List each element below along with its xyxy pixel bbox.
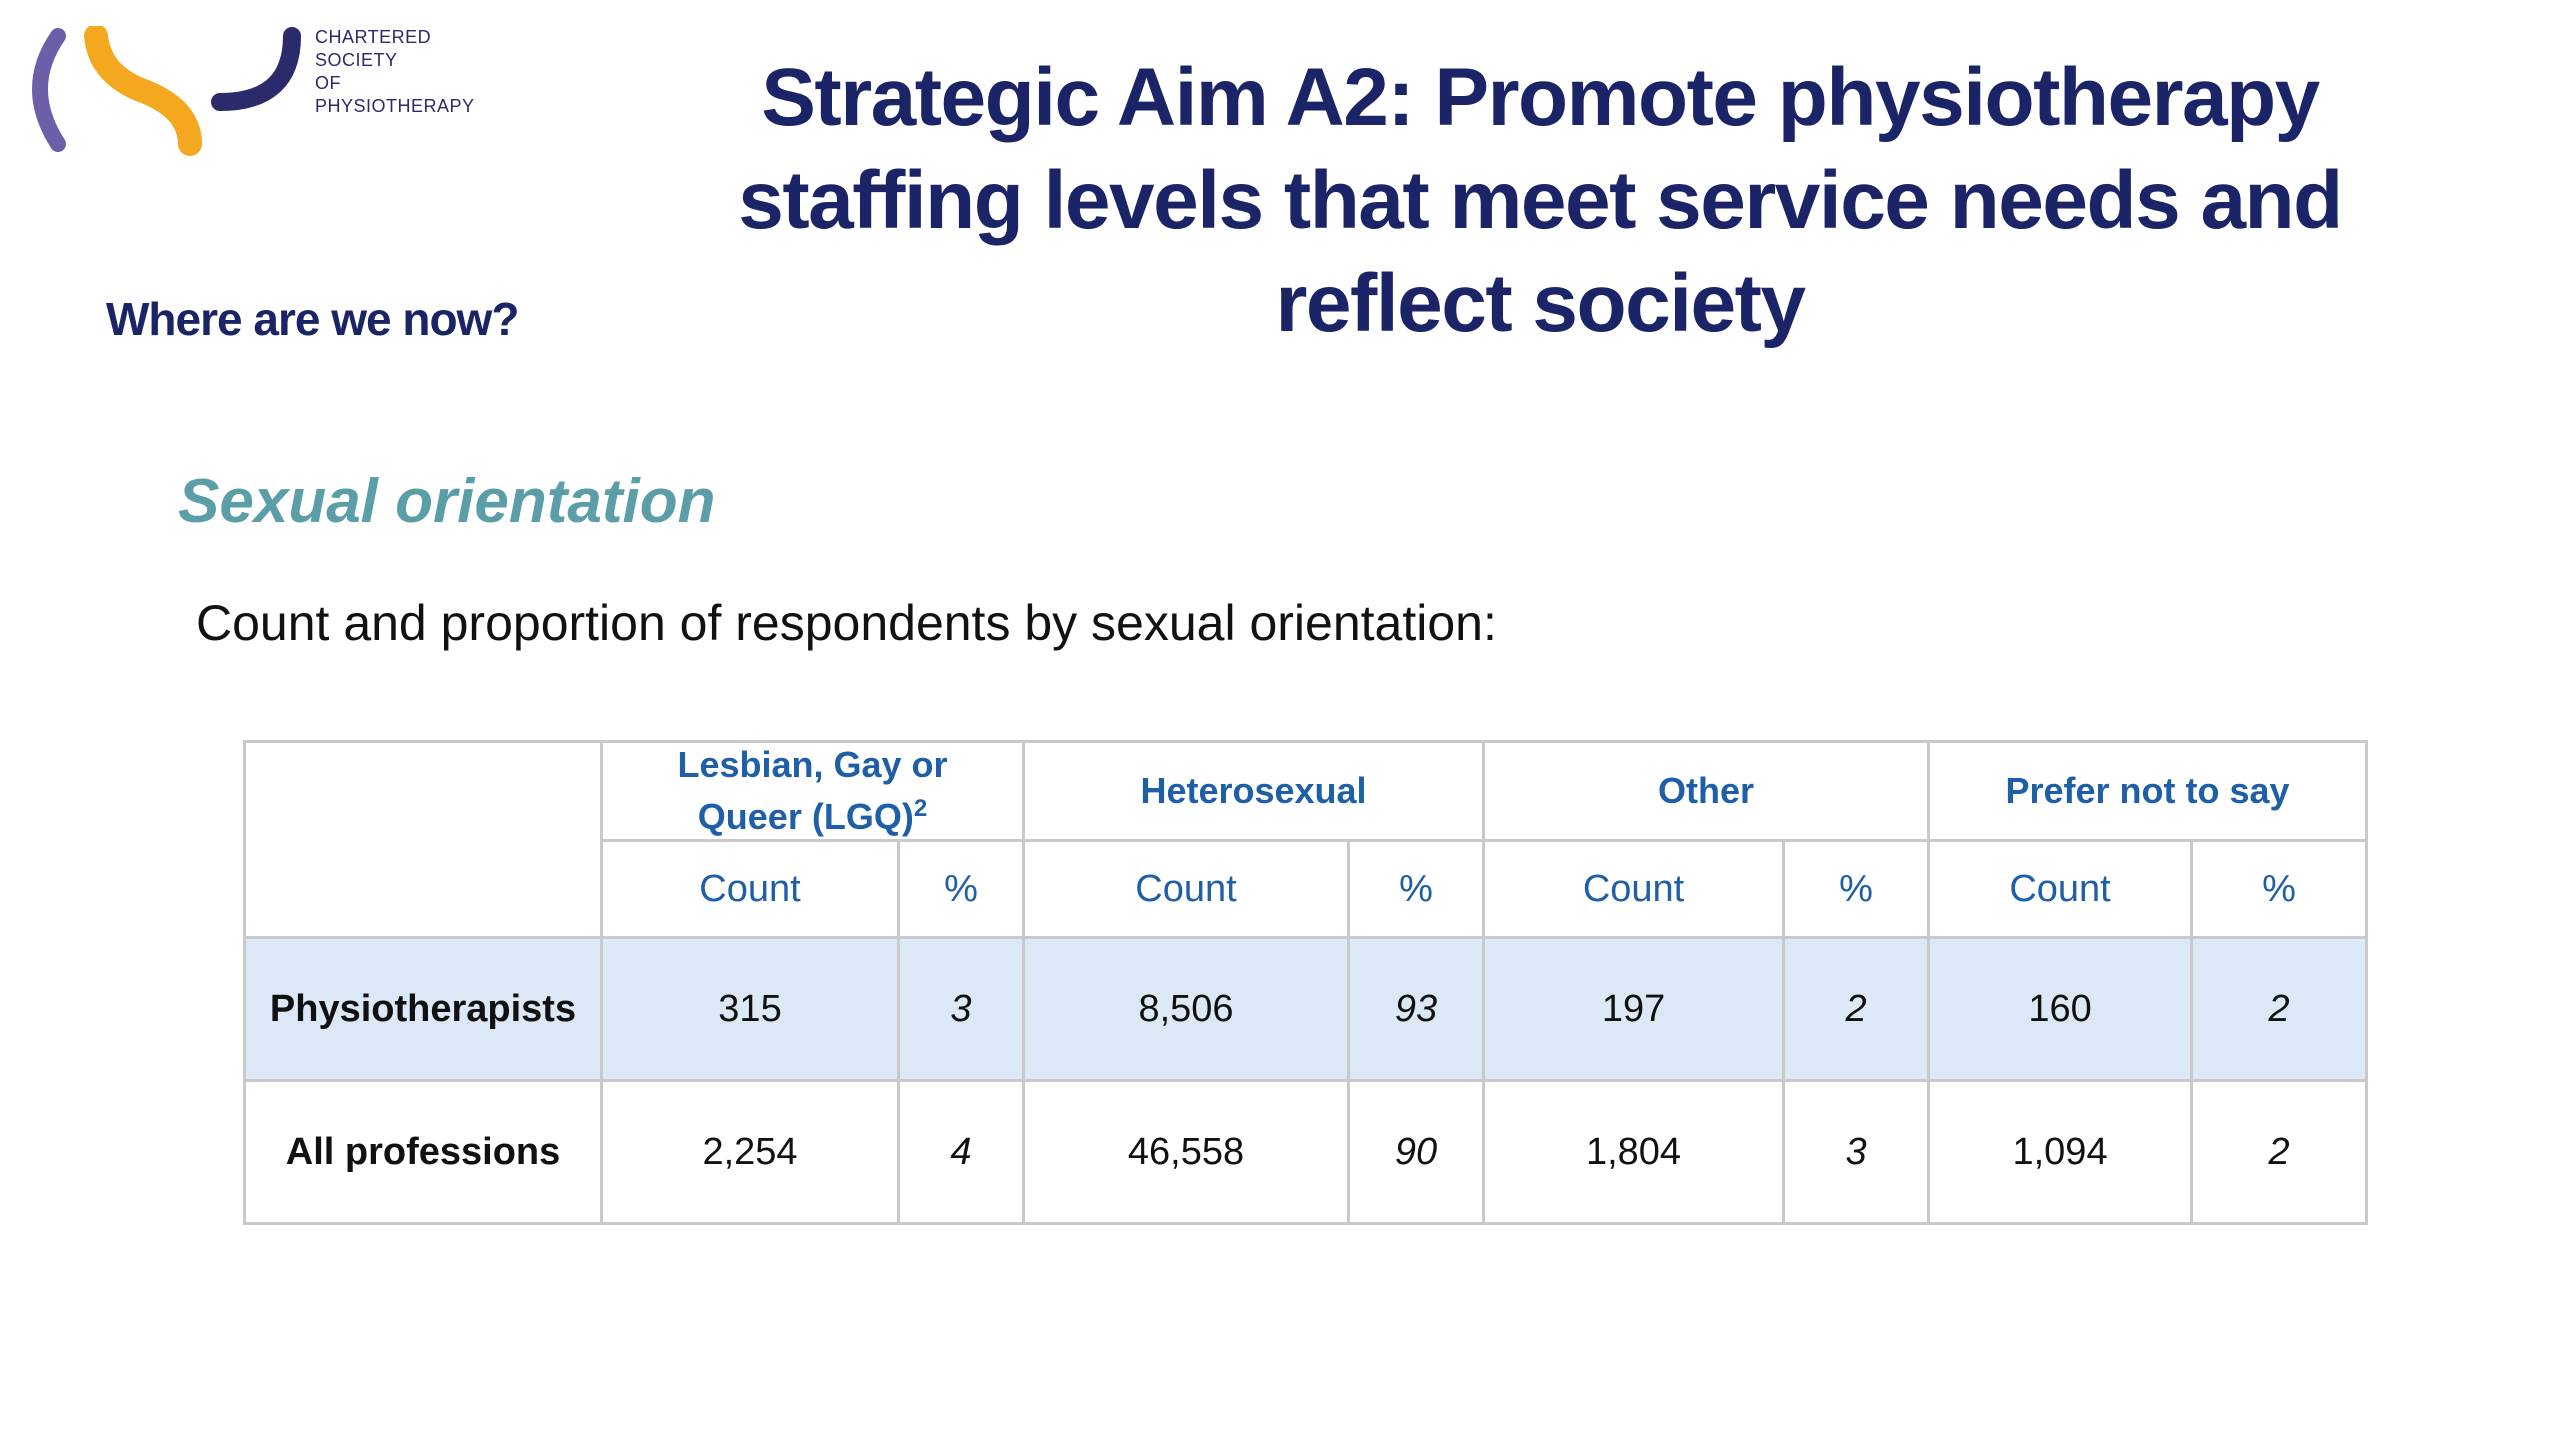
logo-line: OF bbox=[315, 73, 341, 93]
section-heading: Sexual orientation bbox=[178, 467, 716, 536]
orientation-table: Lesbian, Gay or Queer (LGQ)2 Heterosexua… bbox=[243, 740, 2369, 1225]
group-header-heterosexual: Heterosexual bbox=[1021, 740, 1486, 842]
count-cell: 8,506 bbox=[1022, 936, 1350, 1082]
row-label: All professions bbox=[243, 1079, 603, 1225]
count-cell: 160 bbox=[1927, 936, 2194, 1082]
table-row: Physiotherapists 315 3 8,506 93 197 2 16… bbox=[243, 936, 2369, 1082]
count-cell: 46,558 bbox=[1022, 1079, 1350, 1225]
subheader-cell: % bbox=[897, 839, 1025, 939]
count-cell: 315 bbox=[600, 936, 900, 1082]
table-subheader-row: Count % Count % Count % Count % bbox=[245, 839, 2369, 939]
percent-cell: 2 bbox=[2190, 936, 2369, 1082]
csp-logo: CHARTERED SOCIETY OF PHYSIOTHERAPY bbox=[30, 26, 480, 156]
logo-wordmark: CHARTERED SOCIETY OF PHYSIOTHERAPY bbox=[315, 26, 475, 118]
percent-cell: 3 bbox=[897, 936, 1025, 1082]
group-header-label: Queer (LGQ) bbox=[697, 796, 914, 837]
subheader-cell: % bbox=[1346, 839, 1486, 939]
group-header-lgq: Lesbian, Gay or Queer (LGQ)2 bbox=[600, 740, 1025, 842]
page-title-line: Strategic Aim A2: Promote physiotherapy bbox=[761, 52, 2320, 143]
logo-line: CHARTERED bbox=[315, 27, 432, 47]
table-row: All professions 2,254 4 46,558 90 1,804 … bbox=[243, 1079, 2369, 1225]
percent-cell: 4 bbox=[897, 1079, 1025, 1225]
page-title-line: reflect society bbox=[1275, 258, 1807, 349]
footnote-marker: 2 bbox=[913, 795, 928, 822]
page-title: Strategic Aim A2: Promote physiotherapy … bbox=[680, 46, 2400, 355]
subheader-cell: % bbox=[2190, 839, 2369, 939]
count-cell: 197 bbox=[1482, 936, 1786, 1082]
subheader-cell: % bbox=[1782, 839, 1931, 939]
logo-line: PHYSIOTHERAPY bbox=[315, 96, 475, 116]
subheader-cell: Count bbox=[1022, 839, 1350, 939]
table-group-header-row: Lesbian, Gay or Queer (LGQ)2 Heterosexua… bbox=[243, 740, 2369, 939]
subtitle: Where are we now? bbox=[106, 293, 519, 345]
table-corner-cell bbox=[243, 740, 603, 939]
percent-cell: 2 bbox=[1782, 936, 1931, 1082]
group-header-prefer-not: Prefer not to say bbox=[1927, 740, 2369, 842]
count-cell: 1,804 bbox=[1482, 1079, 1786, 1225]
percent-cell: 3 bbox=[1782, 1079, 1931, 1225]
count-cell: 1,094 bbox=[1927, 1079, 2194, 1225]
count-cell: 2,254 bbox=[600, 1079, 900, 1225]
percent-cell: 93 bbox=[1346, 936, 1486, 1082]
subheader-cell: Count bbox=[1927, 839, 2194, 939]
percent-cell: 2 bbox=[2190, 1079, 2369, 1225]
logo-line: SOCIETY bbox=[315, 50, 398, 70]
percent-cell: 90 bbox=[1346, 1079, 1486, 1225]
subheader-cell: Count bbox=[1482, 839, 1786, 939]
row-label: Physiotherapists bbox=[243, 936, 603, 1082]
group-header-label: Lesbian, Gay or bbox=[677, 744, 948, 785]
csp-logo-icon bbox=[32, 26, 301, 156]
intro-text: Count and proportion of respondents by s… bbox=[196, 595, 1497, 651]
group-header-other: Other bbox=[1482, 740, 1931, 842]
subheader-cell: Count bbox=[600, 839, 900, 939]
page-title-line: staffing levels that meet service needs … bbox=[738, 155, 2343, 246]
